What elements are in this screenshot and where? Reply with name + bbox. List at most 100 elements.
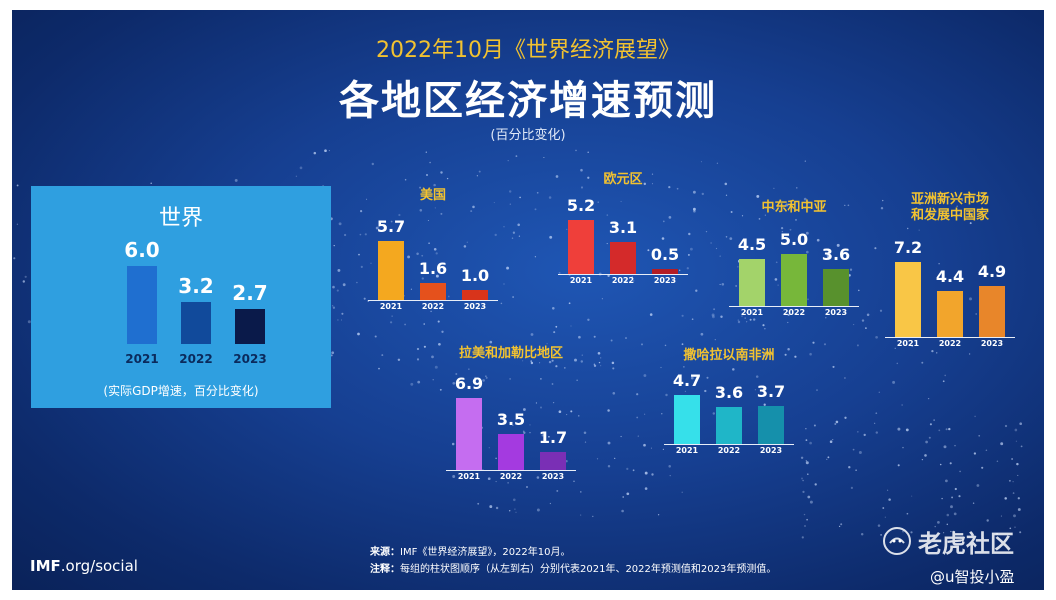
map-dot xyxy=(552,401,555,404)
value-label: 3.1 xyxy=(608,217,638,237)
value-label: 3.5 xyxy=(496,409,526,429)
map-dot xyxy=(580,514,582,516)
map-dot xyxy=(421,277,424,280)
map-dot xyxy=(948,427,951,431)
map-dot xyxy=(746,321,748,323)
map-dot xyxy=(969,222,972,225)
value-label: 7.2 xyxy=(893,238,923,258)
map-dot xyxy=(566,228,568,231)
map-dot xyxy=(625,279,628,283)
year-label: 2022 xyxy=(421,302,445,311)
map-dot xyxy=(1020,445,1023,448)
map-dot xyxy=(511,237,514,239)
map-dot xyxy=(866,313,870,317)
map-dot xyxy=(896,362,899,365)
map-dot xyxy=(781,230,784,233)
map-dot xyxy=(711,315,715,319)
map-dot xyxy=(886,489,889,491)
map-dot xyxy=(558,271,561,274)
map-dot xyxy=(894,347,896,349)
map-dot xyxy=(725,194,728,196)
map-dot xyxy=(701,192,704,196)
map-dot xyxy=(928,436,931,439)
map-dot xyxy=(749,310,753,314)
map-dot xyxy=(606,243,608,245)
map-dot xyxy=(875,412,878,415)
map-dot xyxy=(849,268,853,271)
map-dot xyxy=(515,511,517,513)
poster-subtitle: 2022年10月《世界经济展望》 xyxy=(376,38,680,63)
map-dot xyxy=(921,458,924,461)
map-dot xyxy=(918,202,922,205)
map-dot xyxy=(576,379,578,381)
map-dot xyxy=(560,438,563,441)
map-dot xyxy=(485,375,487,377)
year-label: 2023 xyxy=(824,308,848,317)
map-dot xyxy=(806,201,809,204)
chart-baseline xyxy=(664,444,794,445)
year-label: 2021 xyxy=(457,472,481,481)
map-dot xyxy=(877,524,881,527)
map-dot xyxy=(724,182,728,186)
map-dot xyxy=(941,497,943,500)
map-dot xyxy=(641,343,643,346)
value-label: 5.2 xyxy=(566,195,596,215)
map-dot xyxy=(777,284,779,286)
map-dot xyxy=(330,354,333,357)
map-dot xyxy=(570,325,572,327)
map-dot xyxy=(664,344,667,347)
map-dot xyxy=(1014,526,1016,528)
map-dot xyxy=(918,229,920,231)
map-dot xyxy=(775,261,778,264)
map-dot xyxy=(715,247,718,250)
year-label: 2021 xyxy=(379,302,403,311)
map-dot xyxy=(711,313,715,317)
map-dot xyxy=(421,254,424,257)
map-dot xyxy=(597,351,601,355)
map-dot xyxy=(410,288,412,290)
map-dot xyxy=(787,313,790,316)
map-dot xyxy=(690,376,694,380)
infographic-poster: 2022年10月《世界经济展望》 各地区经济增速预测 (百分比变化) 世界 (实际… xyxy=(12,10,1044,590)
map-dot xyxy=(333,244,335,247)
map-dot xyxy=(515,155,518,158)
map-dot xyxy=(996,532,998,535)
map-dot xyxy=(593,364,597,367)
map-dot xyxy=(434,207,436,209)
map-dot xyxy=(938,429,941,432)
map-dot xyxy=(493,202,495,204)
map-dot xyxy=(337,319,339,321)
map-dot xyxy=(803,197,807,201)
map-dot xyxy=(587,318,590,321)
map-dot xyxy=(838,525,841,528)
map-dot xyxy=(647,249,650,252)
map-dot xyxy=(507,159,509,162)
map-dot xyxy=(22,280,26,283)
value-label: 3.6 xyxy=(821,244,851,264)
map-dot xyxy=(730,211,733,213)
map-dot xyxy=(356,281,358,284)
year-label: 2022 xyxy=(179,352,213,366)
map-dot xyxy=(593,335,596,338)
map-dot xyxy=(875,431,878,434)
world-note: (实际GDP增速，百分比变化) xyxy=(103,384,259,398)
map-dot xyxy=(902,446,904,449)
bar-2022 xyxy=(498,433,524,470)
map-dot xyxy=(507,482,509,484)
map-dot xyxy=(982,537,984,539)
map-dot xyxy=(969,297,972,301)
map-dot xyxy=(512,231,516,234)
map-dot xyxy=(892,380,896,384)
map-dot xyxy=(686,267,689,270)
map-dot xyxy=(551,359,554,362)
map-dot xyxy=(472,205,475,209)
map-dot xyxy=(1004,424,1008,428)
map-dot xyxy=(906,512,909,515)
map-dot xyxy=(622,496,625,498)
map-dot xyxy=(390,220,393,223)
value-label: 6.9 xyxy=(454,374,484,394)
map-dot xyxy=(704,389,707,393)
map-dot xyxy=(823,343,827,346)
map-dot xyxy=(512,296,514,298)
map-dot xyxy=(763,403,766,406)
